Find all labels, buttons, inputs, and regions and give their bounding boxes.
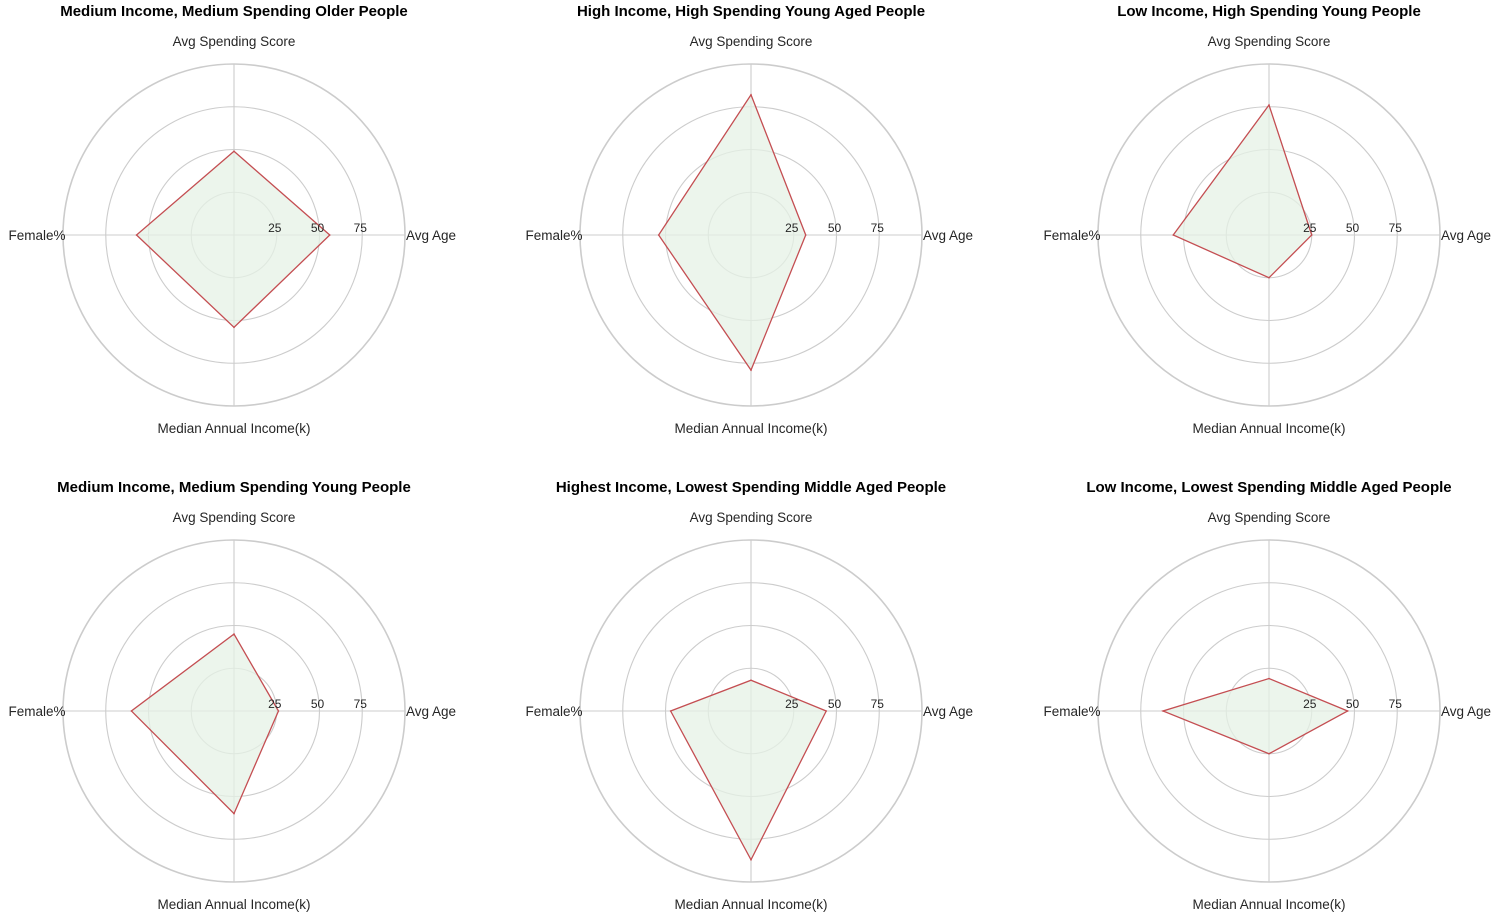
- radial-tick-label: 75: [354, 697, 368, 711]
- axis-label: Median Annual Income(k): [1192, 897, 1345, 912]
- radial-tick-label: 50: [311, 221, 325, 235]
- axis-label: Median Annual Income(k): [674, 421, 827, 436]
- radar-panel: Highest Income, Lowest Spending Middle A…: [525, 479, 973, 912]
- axis-label: Avg Age: [923, 704, 973, 719]
- data-series-polygon: [657, 93, 807, 372]
- data-point: [328, 234, 331, 236]
- data-point: [750, 93, 752, 96]
- data-point: [657, 234, 660, 236]
- axis-label: Avg Spending Score: [173, 510, 296, 525]
- data-point: [804, 234, 807, 236]
- radial-tick-label: 25: [785, 697, 799, 711]
- axis-label: Avg Spending Score: [173, 34, 296, 49]
- axis-label: Avg Age: [1441, 228, 1491, 243]
- data-point: [277, 710, 280, 712]
- data-point: [233, 812, 235, 815]
- axis-label: Female%: [1043, 228, 1100, 243]
- data-point: [669, 710, 672, 712]
- data-point: [825, 710, 828, 712]
- radial-tick-label: 25: [1303, 221, 1317, 235]
- data-point: [1172, 234, 1175, 236]
- radar-panel: Low Income, Lowest Spending Middle Aged …: [1043, 479, 1491, 912]
- axis-label: Female%: [8, 704, 65, 719]
- radar-panel: High Income, High Spending Young Aged Pe…: [525, 3, 973, 436]
- radial-tick-label: 50: [828, 221, 842, 235]
- data-point: [1268, 276, 1270, 279]
- data-point: [750, 369, 752, 371]
- data-series-polygon: [669, 679, 828, 862]
- axis-label: Female%: [525, 704, 582, 719]
- radial-tick-label: 50: [311, 697, 325, 711]
- data-point: [233, 150, 235, 153]
- data-point: [1346, 710, 1349, 712]
- data-point: [130, 710, 133, 712]
- data-series-polygon: [1161, 677, 1350, 755]
- axis-label: Female%: [525, 228, 582, 243]
- chart-title: Medium Income, Medium Spending Young Peo…: [57, 479, 411, 496]
- radial-tick-label: 50: [1346, 697, 1360, 711]
- data-point: [750, 679, 752, 682]
- axis-label: Median Annual Income(k): [674, 897, 827, 912]
- data-point: [1268, 104, 1270, 106]
- chart-title: Low Income, High Spending Young People: [1117, 3, 1421, 20]
- chart-title: High Income, High Spending Young Aged Pe…: [577, 3, 925, 20]
- data-point: [233, 326, 235, 329]
- data-point: [750, 858, 752, 861]
- axis-label: Avg Spending Score: [1208, 510, 1331, 525]
- chart-title: Medium Income, Medium Spending Older Peo…: [60, 3, 408, 20]
- axis-label: Avg Spending Score: [690, 510, 813, 525]
- radar-panel: Medium Income, Medium Spending Young Peo…: [8, 479, 456, 912]
- data-series-polygon: [130, 633, 280, 815]
- axis-label: Female%: [8, 228, 65, 243]
- data-point: [1162, 710, 1164, 712]
- radial-tick-label: 25: [785, 221, 799, 235]
- radial-tick-label: 75: [871, 221, 885, 235]
- axis-label: Avg Age: [923, 228, 973, 243]
- axis-label: Avg Age: [406, 228, 456, 243]
- axis-label: Avg Age: [406, 704, 456, 719]
- data-point: [1268, 752, 1270, 755]
- axis-label: Avg Spending Score: [690, 34, 813, 49]
- data-point: [135, 234, 138, 236]
- axis-label: Female%: [1043, 704, 1100, 719]
- chart-title: Highest Income, Lowest Spending Middle A…: [556, 479, 946, 496]
- radial-tick-label: 75: [1389, 697, 1403, 711]
- radial-tick-label: 25: [268, 221, 282, 235]
- data-point: [1268, 677, 1270, 680]
- radial-tick-label: 75: [1389, 221, 1403, 235]
- radial-tick-label: 50: [828, 697, 842, 711]
- axis-label: Median Annual Income(k): [157, 421, 310, 436]
- radial-tick-label: 25: [1303, 697, 1317, 711]
- radial-tick-label: 75: [871, 697, 885, 711]
- axis-label: Avg Spending Score: [1208, 34, 1331, 49]
- axis-label: Median Annual Income(k): [157, 897, 310, 912]
- data-point: [233, 633, 235, 635]
- radar-panel: Medium Income, Medium Spending Older Peo…: [8, 3, 456, 436]
- data-point: [1310, 234, 1313, 236]
- radial-tick-label: 50: [1346, 221, 1360, 235]
- axis-label: Avg Age: [1441, 704, 1491, 719]
- radar-panel: Low Income, High Spending Young People 25…: [1043, 3, 1491, 436]
- radial-tick-label: 75: [354, 221, 368, 235]
- radial-tick-label: 25: [268, 697, 282, 711]
- data-series-polygon: [135, 150, 331, 329]
- axis-label: Median Annual Income(k): [1192, 421, 1345, 436]
- chart-title: Low Income, Lowest Spending Middle Aged …: [1086, 479, 1451, 496]
